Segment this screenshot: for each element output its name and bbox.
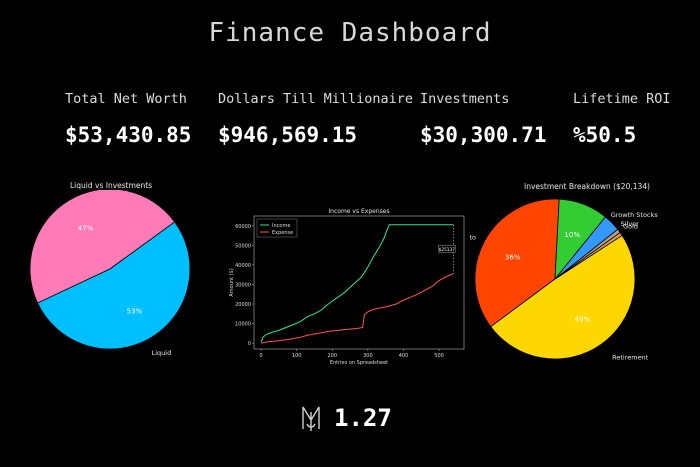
pie-slices xyxy=(474,198,636,360)
y-tick-label: 0 xyxy=(248,341,251,347)
pie-category-label: Liquid xyxy=(152,349,172,357)
metric-value-net-worth: $53,430.85 xyxy=(65,123,192,147)
metric-label-net-worth: Total Net Worth xyxy=(65,91,187,107)
pie-category-label: Crypto xyxy=(470,234,476,242)
pie-category-label: Growth Stocks xyxy=(611,211,659,219)
y-tick-label: 20000 xyxy=(235,302,251,308)
pie-slice-retirement xyxy=(490,234,636,360)
metric-value-roi: %50.5 xyxy=(573,123,637,147)
monogram-logo-icon xyxy=(302,406,320,431)
x-tick-label: 200 xyxy=(328,353,338,359)
pie-labels: 47%Investments53%Liquid xyxy=(78,225,172,357)
metric-label-till-millionaire: Dollars Till Millionaire xyxy=(218,91,414,107)
x-tick-label: 500 xyxy=(434,353,444,359)
plot-area xyxy=(253,215,465,350)
series-line-expense xyxy=(261,273,454,344)
pie-category-label: Retirement xyxy=(612,354,649,362)
version-label: 1.27 xyxy=(334,404,392,432)
pie-pct-label: 10% xyxy=(564,231,580,239)
income-vs-expenses-chart: Income vs Expenses 0 100 200 300 400 500 0 10000… xyxy=(229,208,465,366)
pie1-title: Liquid vs Investments xyxy=(70,181,153,190)
difference-annotation: $25137 xyxy=(439,247,456,253)
pie-slice-liquid xyxy=(37,221,191,350)
page-title: Finance Dashboard xyxy=(208,18,492,48)
pie2-title: Investment Breakdown ($20,134) xyxy=(524,182,650,191)
y-tick-label: 60000 xyxy=(235,224,251,230)
pie-slices xyxy=(29,190,191,350)
pie-pct-label: 53% xyxy=(127,307,143,315)
x-axis-label: Entries on Spreadsheet xyxy=(330,360,388,366)
pie-pct-label: 47% xyxy=(78,225,94,233)
y-tick-label: 10000 xyxy=(235,322,251,328)
annotation-box xyxy=(438,245,456,253)
x-tick-label: 300 xyxy=(363,353,373,359)
legend-label-expense: Expense xyxy=(272,230,293,236)
liquid-vs-investments-chart: 47%Investments53%Liquid xyxy=(29,190,191,357)
footer: 1.27 xyxy=(300,404,392,432)
pie-pct-label: 36% xyxy=(505,253,521,261)
x-tick-label: 100 xyxy=(292,353,302,359)
metric-label-roi: Lifetime ROI xyxy=(573,91,671,107)
x-axis: 0 100 200 300 400 500 xyxy=(260,349,444,359)
metric-label-investments: Investments xyxy=(420,91,510,107)
metric-value-till-millionaire: $946,569.15 xyxy=(218,123,358,147)
y-axis: 0 10000 20000 30000 40000 50000 60000 xyxy=(235,224,254,347)
metric-value-investments: $30,300.71 xyxy=(420,123,547,147)
line-chart-title: Income vs Expenses xyxy=(328,208,389,215)
pie-category-label: Gold xyxy=(623,223,638,231)
pie-slice-dividend xyxy=(554,198,606,281)
y-tick-label: 30000 xyxy=(235,282,251,288)
pie-category-label: Silver xyxy=(621,220,640,228)
x-tick-label: 400 xyxy=(399,353,409,359)
x-tick-label: 0 xyxy=(260,353,263,359)
pie-pct-label: 49% xyxy=(575,315,591,323)
pie-slice-investments xyxy=(29,190,176,304)
y-axis-label: Amount ($) xyxy=(229,268,235,296)
series-line-income xyxy=(260,224,454,343)
y-tick-label: 40000 xyxy=(235,263,251,269)
pie-slice-crypto xyxy=(474,198,560,328)
y-tick-label: 50000 xyxy=(235,243,251,249)
legend-label-income: Income xyxy=(272,223,290,229)
